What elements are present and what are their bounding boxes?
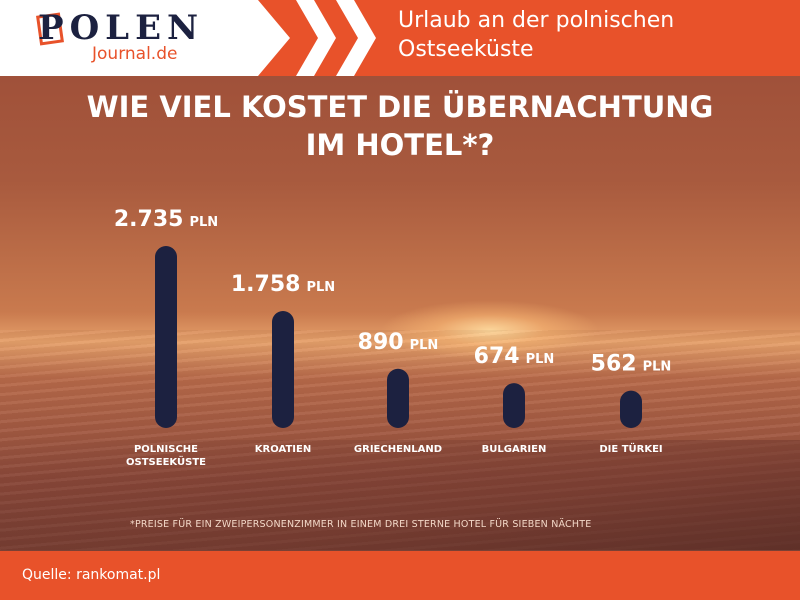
- category-label: OSTSEEKÜSTE: [126, 454, 206, 468]
- category-label: GRIECHENLAND: [354, 444, 442, 455]
- footnote: *PREISE FÜR EIN ZWEIPERSONENZIMMER IN EI…: [130, 519, 592, 530]
- bar: [503, 383, 525, 428]
- bar: [155, 246, 177, 428]
- value-label: 674 PLN: [474, 344, 555, 369]
- logo-panel: [0, 0, 258, 76]
- chart-title-line2: IM HOTEL*?: [305, 128, 495, 162]
- logo-title: POLEN: [38, 8, 205, 48]
- header-headline: Urlaub an der polnischen Ostseeküste: [398, 8, 675, 62]
- logo-subtitle: Journal.de: [92, 44, 178, 64]
- value-label: 890 PLN: [358, 330, 439, 355]
- value-label: 562 PLN: [591, 352, 672, 377]
- category-label: KROATIEN: [255, 444, 311, 455]
- category-label: POLNISCHE: [134, 444, 198, 455]
- chart-title-line1: WIE VIEL KOSTET DIE ÜBERNACHTUNG: [86, 90, 714, 124]
- category-label: DIE TÜRKEI: [599, 441, 662, 455]
- beach-background: [0, 440, 800, 550]
- bar: [620, 390, 642, 428]
- bar: [387, 368, 409, 428]
- source-text: Quelle: rankomat.pl: [22, 567, 161, 583]
- chevron-decoration: [258, 0, 290, 76]
- bar: [272, 311, 294, 428]
- header-bar: POLEN Journal.de Urlaub an der polnische…: [0, 0, 800, 76]
- sunset-glow: [380, 300, 600, 360]
- footer-bar: Quelle: rankomat.pl: [0, 551, 800, 600]
- category-label: BULGARIEN: [482, 444, 547, 455]
- value-label: 1.758 PLN: [231, 272, 335, 297]
- chart-title: WIE VIEL KOSTET DIE ÜBERNACHTUNG IM HOTE…: [0, 88, 800, 164]
- value-label: 2.735 PLN: [114, 207, 218, 232]
